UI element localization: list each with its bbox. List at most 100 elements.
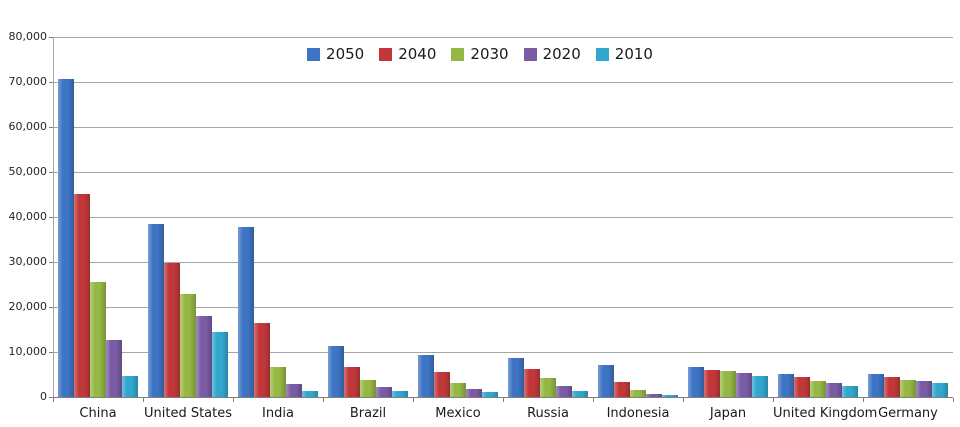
bar-2040-germany: [884, 377, 900, 397]
y-tick-label: 70,000: [8, 75, 48, 88]
y-tick-label: 20,000: [8, 300, 48, 313]
bar-2040-mexico: [434, 372, 450, 397]
gridline: [53, 262, 953, 263]
bar-2050-indonesia: [598, 365, 614, 397]
bar-2010-brazil: [392, 391, 408, 397]
x-tick-label: United States: [143, 406, 233, 421]
gridline: [53, 127, 953, 128]
x-tick-label: India: [262, 406, 294, 421]
x-tick-label: Brazil: [349, 406, 387, 421]
y-axis-tick: [49, 127, 53, 128]
gridline: [53, 352, 953, 353]
bar-2030-japan: [720, 371, 736, 397]
bar-2030-india: [270, 367, 286, 397]
legend-item-2020: 2020: [523, 45, 581, 63]
bar-2010-china: [122, 376, 138, 397]
bar-2030-indonesia: [630, 390, 646, 397]
bar-2010-germany: [932, 383, 948, 397]
y-tick-label: 30,000: [8, 255, 48, 268]
bar-2040-russia: [524, 369, 540, 397]
bar-2050-united-states: [148, 224, 164, 397]
bar-2020-brazil: [376, 387, 392, 397]
bar-2010-united-kingdom: [842, 386, 858, 397]
legend-item-2050: 2050: [307, 47, 364, 62]
legend-swatch-2030: [451, 48, 465, 61]
y-tick-label: 50,000: [8, 165, 48, 178]
y-axis-tick: [49, 217, 53, 218]
x-axis-tick: [53, 398, 54, 402]
chart-legend: 2050 2040 2030 2020 2010: [0, 47, 960, 62]
y-axis-tick: [49, 262, 53, 263]
bar-2030-brazil: [360, 380, 376, 397]
gridline: [53, 37, 953, 38]
legend-label-2020: 2020: [542, 45, 581, 63]
bar-2030-united-states: [180, 294, 196, 397]
legend-swatch-2010: [595, 48, 609, 61]
legend-swatch-2020: [523, 48, 537, 61]
x-axis-line: [53, 397, 953, 398]
legend-item-2030: 2030: [451, 45, 509, 63]
legend-swatch-2050: [307, 48, 321, 61]
legend-label-2040: 2040: [398, 45, 437, 63]
legend-label-2050: 2050: [326, 45, 365, 63]
bar-2020-united-kingdom: [826, 383, 842, 397]
bar-2010-mexico: [482, 392, 498, 397]
x-axis-tick: [413, 398, 414, 402]
bar-2020-united-states: [196, 316, 212, 397]
bar-2040-united-states: [164, 263, 180, 397]
y-tick-label: 10,000: [8, 345, 48, 358]
bar-2020-china: [106, 340, 122, 397]
legend-item-2040: 2040: [379, 47, 436, 62]
gridline: [53, 82, 953, 83]
bar-2040-united-kingdom: [794, 377, 810, 397]
legend-item-2010: 2010: [595, 47, 653, 62]
y-tick-label: 40,000: [8, 210, 48, 223]
gridline: [53, 307, 953, 308]
gridline: [53, 217, 953, 218]
y-tick-label: 60,000: [8, 120, 48, 133]
bar-2050-mexico: [418, 355, 434, 397]
gridline: [53, 172, 953, 173]
x-tick-label: United Kingdom: [773, 406, 878, 421]
bar-2050-united-kingdom: [778, 374, 794, 397]
y-tick-label: 80,000: [8, 30, 48, 43]
x-tick-label: Japan: [709, 406, 747, 421]
y-axis-tick: [49, 37, 53, 38]
bar-2010-indonesia: [662, 395, 678, 397]
bar-2010-united-states: [212, 332, 228, 397]
x-axis-tick: [683, 398, 684, 402]
bar-2010-japan: [752, 376, 768, 397]
bar-2020-russia: [556, 386, 572, 397]
x-tick-label: China: [79, 406, 117, 421]
y-axis-tick: [49, 307, 53, 308]
bar-2050-japan: [688, 367, 704, 397]
x-axis-tick: [323, 398, 324, 402]
bar-2050-india: [238, 227, 254, 397]
legend-label-2030: 2030: [470, 45, 509, 63]
x-tick-label: Russia: [527, 406, 569, 421]
x-axis-tick: [233, 398, 234, 402]
bar-2030-china: [90, 282, 106, 397]
x-tick-label: Mexico: [435, 406, 481, 421]
y-axis-tick: [49, 397, 53, 398]
bar-2030-mexico: [450, 383, 466, 397]
bar-2050-china: [58, 79, 74, 397]
legend-swatch-2040: [379, 48, 393, 61]
bar-2010-india: [302, 391, 318, 397]
bar-2050-brazil: [328, 346, 344, 397]
x-axis-tick: [953, 398, 954, 402]
bar-2020-japan: [736, 373, 752, 397]
bar-2040-china: [74, 194, 90, 397]
x-axis-tick: [503, 398, 504, 402]
y-axis-tick: [49, 82, 53, 83]
bar-2020-mexico: [466, 389, 482, 397]
x-axis-tick: [773, 398, 774, 402]
x-tick-label: Germany: [878, 406, 938, 421]
bar-2030-united-kingdom: [810, 381, 826, 397]
bar-2040-brazil: [344, 367, 360, 397]
y-tick-label: 0: [40, 390, 47, 403]
y-axis-tick: [49, 352, 53, 353]
x-axis-tick: [143, 398, 144, 402]
x-axis-tick: [863, 398, 864, 402]
